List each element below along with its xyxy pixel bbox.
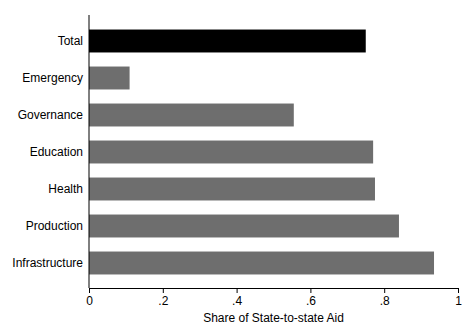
chart: 0 .2 .4 .6 .8 1 Total Emergency Governance Educat… (0, 0, 472, 330)
x-axis: 0 .2 .4 .6 .8 1 (86, 288, 462, 308)
bar (89, 252, 434, 275)
y-tick-label: Governance (18, 108, 84, 122)
x-tick: .4 (232, 288, 242, 308)
y-tick-label: Production (26, 219, 83, 233)
y-tick-label: Health (48, 182, 83, 196)
y-tick-label: Infrastructure (12, 256, 83, 270)
y-tick: Education (30, 145, 89, 159)
x-tick-label: .8 (380, 294, 390, 308)
y-tick-label: Education (30, 145, 83, 159)
bars (89, 30, 434, 275)
x-tick-label: 0 (86, 294, 93, 308)
bar (89, 141, 373, 164)
y-tick-label: Emergency (22, 71, 83, 85)
x-tick-label: .4 (232, 294, 242, 308)
x-axis-line (90, 289, 459, 294)
y-tick: Total (58, 34, 89, 48)
bar (89, 30, 366, 53)
x-axis-title: Share of State-to-state Aid (203, 311, 344, 325)
y-tick-label: Total (58, 34, 83, 48)
x-tick-mark (384, 288, 385, 293)
bar (89, 67, 130, 90)
y-tick: Emergency (22, 71, 89, 85)
y-tick: Health (48, 182, 89, 196)
y-tick: Production (26, 219, 89, 233)
x-tick: .6 (306, 288, 316, 308)
y-tick: Infrastructure (12, 256, 89, 270)
y-tick: Governance (18, 108, 89, 122)
bar (89, 104, 294, 127)
x-tick-mark (237, 288, 238, 293)
x-tick-label: .6 (306, 294, 316, 308)
x-tick-mark (89, 288, 90, 293)
y-axis-line (89, 15, 90, 288)
bar (89, 215, 399, 238)
x-tick: .8 (380, 288, 390, 308)
bar (89, 178, 375, 201)
x-tick: .2 (158, 288, 168, 308)
x-tick-mark (163, 288, 164, 293)
x-tick-mark (458, 288, 459, 293)
x-tick-label: 1 (455, 294, 462, 308)
x-tick: 1 (455, 288, 462, 308)
y-axis: Total Emergency Governance Education Health P… (12, 15, 89, 288)
x-tick: 0 (86, 288, 93, 308)
x-tick-mark (310, 288, 311, 293)
x-tick-label: .2 (158, 294, 168, 308)
